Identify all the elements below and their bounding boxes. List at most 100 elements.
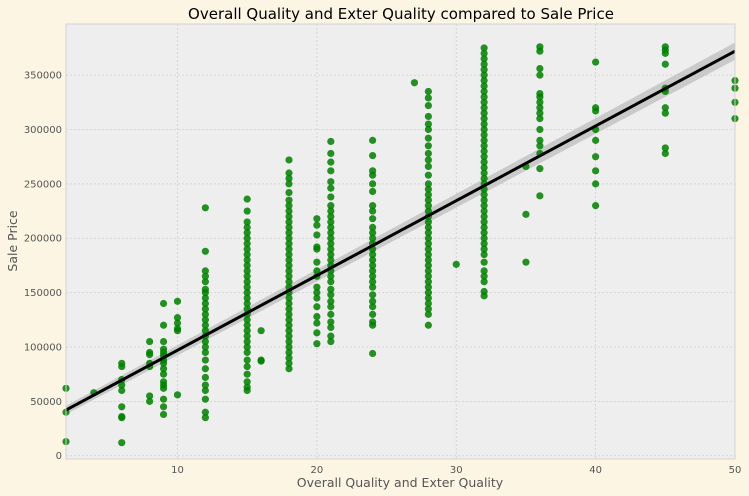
data-point <box>480 44 488 52</box>
data-point <box>424 120 432 128</box>
data-point <box>424 321 432 329</box>
data-point <box>424 196 432 204</box>
data-point <box>424 87 432 96</box>
data-point <box>424 134 432 142</box>
data-point <box>424 245 432 253</box>
y-tick-label: 250000 <box>24 179 62 190</box>
data-point <box>243 278 251 286</box>
data-point <box>173 319 182 327</box>
data-point <box>661 104 669 112</box>
data-point <box>327 223 335 231</box>
data-point <box>118 386 126 395</box>
data-point <box>313 258 321 266</box>
data-point <box>118 359 126 367</box>
data-point <box>201 343 209 351</box>
data-point <box>201 285 209 293</box>
data-point <box>285 212 293 221</box>
data-point <box>480 87 488 96</box>
data-point <box>201 373 209 382</box>
data-point <box>424 202 432 210</box>
data-point <box>201 337 209 346</box>
data-point <box>369 303 377 311</box>
data-point <box>285 256 293 264</box>
data-point <box>480 234 488 242</box>
data-point <box>243 256 251 264</box>
data-point <box>369 291 377 299</box>
data-point <box>536 64 544 73</box>
data-point <box>285 180 293 188</box>
data-point <box>313 329 321 337</box>
data-point <box>661 60 669 68</box>
data-point <box>159 321 168 329</box>
data-point <box>327 285 335 293</box>
data-point <box>522 210 530 218</box>
data-point <box>159 365 168 373</box>
data-point <box>201 247 209 255</box>
data-point <box>243 299 251 308</box>
data-point <box>285 327 293 335</box>
data-point <box>536 125 544 134</box>
data-point <box>592 104 600 112</box>
x-tick-label: 30 <box>450 465 463 476</box>
data-point <box>313 243 321 251</box>
data-point <box>480 278 488 286</box>
data-point <box>243 272 251 280</box>
data-point <box>661 109 669 117</box>
data-point <box>285 278 293 286</box>
x-axis-ticks: 10 20 30 40 50 <box>171 465 741 476</box>
data-point <box>201 305 209 313</box>
data-point <box>243 240 251 248</box>
data-point <box>285 316 293 324</box>
data-point <box>369 215 377 223</box>
data-point <box>146 348 154 357</box>
data-point <box>480 104 488 112</box>
data-point <box>661 144 669 152</box>
data-point <box>327 137 335 146</box>
data-point <box>243 218 251 226</box>
data-point <box>159 370 168 378</box>
data-point <box>243 267 251 275</box>
data-point <box>243 327 251 335</box>
data-point <box>327 229 335 237</box>
data-point <box>327 218 335 226</box>
data-point <box>243 207 251 215</box>
plot-area <box>66 24 735 459</box>
data-point <box>201 278 209 286</box>
data-point <box>327 310 335 318</box>
data-point <box>369 297 377 305</box>
data-point <box>327 332 335 340</box>
data-point <box>327 207 335 215</box>
data-point <box>243 234 251 242</box>
data-point <box>369 318 377 326</box>
data-point <box>480 66 488 74</box>
data-point <box>285 234 293 242</box>
data-point <box>536 136 544 144</box>
data-point <box>480 125 488 134</box>
data-point <box>159 337 168 346</box>
data-point <box>243 289 251 297</box>
data-point <box>327 272 335 280</box>
data-point <box>285 272 293 280</box>
data-point <box>327 297 335 305</box>
data-point <box>243 383 251 391</box>
data-point <box>480 240 488 248</box>
data-point <box>480 49 488 57</box>
data-point <box>243 356 251 364</box>
data-point <box>146 337 154 346</box>
data-point <box>480 169 488 177</box>
data-point <box>327 318 335 326</box>
data-point <box>480 142 488 150</box>
data-point <box>285 156 293 164</box>
data-point <box>313 283 321 291</box>
data-point <box>243 229 251 237</box>
data-point <box>243 332 251 340</box>
data-point <box>285 299 293 308</box>
data-point <box>369 167 377 175</box>
data-point <box>369 349 377 358</box>
data-point <box>257 327 265 335</box>
data-point <box>424 185 432 193</box>
data-point <box>243 250 251 259</box>
data-point <box>173 391 182 399</box>
data-point <box>592 58 600 66</box>
x-tick-label: 50 <box>729 465 742 476</box>
